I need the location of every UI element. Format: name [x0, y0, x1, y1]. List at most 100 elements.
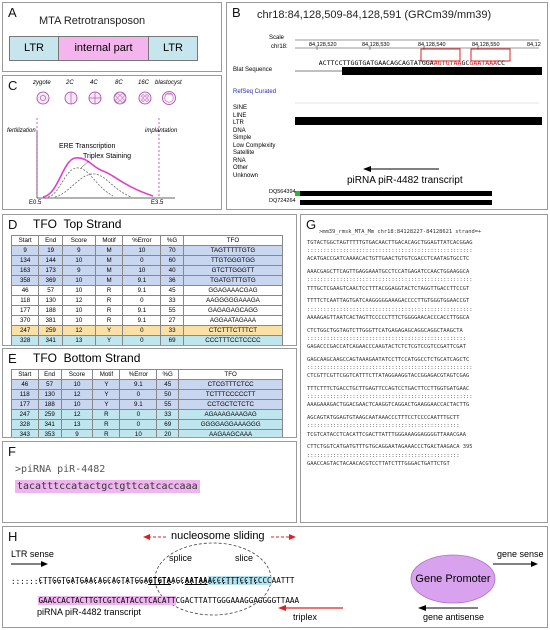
accession-1: DQ564394: [269, 189, 296, 195]
scale-label: Scale: [269, 35, 285, 41]
alignment-line: TTTCTTTCTGACCTGCTTGAGTTCCAGTCCTGACTTCCTT…: [307, 386, 470, 392]
table-cell: 130: [37, 389, 62, 400]
table-cell: M: [94, 275, 124, 286]
box-agtgtaa: [420, 48, 461, 62]
table-cell: 33: [156, 409, 180, 420]
table-cell: 55: [160, 305, 184, 316]
col-start: Start: [11, 369, 39, 380]
table-row: 177 188 10 Y 9.1 55 CCTGCTCTCTC: [11, 399, 283, 410]
table-cell: 0: [122, 335, 162, 345]
table-row: 46 57 10 Y 9.1 45 CTCGTTTCTCC: [11, 379, 283, 390]
repeat-simple: Simple: [233, 135, 252, 141]
panel-g-label: G: [306, 217, 317, 232]
table-cell: 188: [38, 305, 64, 316]
top-seq-splice: GTGTA: [148, 576, 172, 585]
table-cell: 0: [119, 389, 158, 400]
panel-e-title: TFO Bottom Strand: [33, 351, 141, 365]
table-row: 134 144 10 M 0 60 TTGTGGGTGG: [10, 255, 284, 266]
fertilization-label: fertilization: [7, 128, 36, 134]
gene-promoter-ellipse: [410, 554, 496, 604]
ere-label: ERE Transcription: [59, 143, 116, 150]
table-cell: CCCTTTCCTCCCC: [182, 335, 284, 345]
table-cell: 10: [60, 399, 94, 410]
table-cell: 57: [37, 379, 62, 390]
table-cell: 70: [160, 245, 184, 256]
table-cell: 328: [10, 335, 40, 345]
table-cell: GGGGAGGAAAGGG: [178, 419, 283, 430]
table-cell: 259: [38, 325, 64, 336]
table-cell: M: [94, 265, 124, 276]
coord-2: 84,128,530: [362, 42, 390, 48]
table-cell: R: [92, 419, 121, 430]
alignment-line: GAGACCCGACCATCAGAACCCAAGTACTCTCTCGTCCGTC…: [307, 344, 467, 350]
table-cell: 173: [38, 265, 64, 276]
top-seq-a: CTTGGTGATGAACAGCAGTATGGA: [38, 576, 149, 585]
table-cell: 13: [60, 419, 94, 430]
table-cell: 10: [122, 265, 162, 276]
e05-label: E0.5: [29, 200, 42, 206]
transcript-label: piRNA piR-4482 transcript: [347, 175, 463, 186]
ltr-left-label: LTR: [24, 42, 44, 54]
coord-1: 84,128,520: [309, 42, 337, 48]
stage-blastocyst: blastocyst: [155, 80, 182, 86]
table-cell: R: [92, 409, 121, 420]
alignment-line: CTCGTTCGTTCGGTCATTTCTTATAGGAAGGTACCGGAGA…: [307, 373, 470, 380]
table-cell: 369: [38, 275, 64, 286]
implantation-label: implantation: [145, 128, 178, 134]
ltr-repeat-bar: [295, 117, 542, 125]
gene-sense-label: gene sense: [497, 549, 544, 559]
table-cell: 10: [62, 315, 96, 326]
table-cell: AGGAATAGAAA: [182, 315, 284, 326]
table-cell: 9.1: [122, 315, 162, 326]
e35-label: E3.5: [151, 200, 164, 206]
alignment-line: TTTGCTCGAAGTCAACTCCTTTACGGAGGTACTCTAGGTT…: [307, 285, 470, 292]
refseq-label: RefSeq Curated: [233, 89, 277, 95]
panel-g: G >mm39_rmsk_MTA_Mm chr18:84128227-84128…: [300, 214, 548, 523]
table-cell: M: [94, 245, 124, 256]
panel-e: E TFO Bottom Strand Start End Score Moti…: [2, 348, 297, 438]
table-cell: GAGAGAGCAGG: [182, 305, 284, 316]
repeat-dna: DNA: [233, 127, 246, 134]
table-row: 46 57 10 R 9.1 45 GGAGAAACGAG: [10, 285, 284, 296]
table-cell: TAGTTTTTGTG: [182, 245, 284, 256]
alignment-line: AGCAGTATGGAGTGTAAGCAATAAACCCTTTCCTCCCCAA…: [307, 415, 460, 422]
table-cell: 33: [160, 325, 184, 336]
ltr-right-label: LTR: [163, 42, 183, 54]
alignment-line: ::::::::::::::::::::::::::::::::::::::::…: [307, 452, 460, 459]
table-cell: 9: [62, 265, 96, 276]
table-row: 177 188 10 R 9.1 55 GAGAGAGCAGG: [10, 305, 284, 316]
table-cell: 20: [161, 346, 184, 347]
table-cell: 353: [37, 429, 62, 437]
table-cell: 10: [123, 346, 161, 347]
table-cell: 0: [119, 419, 158, 430]
table-cell: 341: [37, 419, 62, 430]
table-cell: 9: [10, 245, 40, 256]
panel-f: F >piRNA piR-4482 tacatttccatactgctgttca…: [2, 441, 297, 523]
table-cell: 0: [122, 295, 162, 306]
table-cell: 45: [160, 285, 184, 296]
genome-browser-view: [295, 39, 542, 205]
table-cell: 10: [119, 429, 158, 437]
col-score: Score: [60, 369, 94, 380]
table-cell: AAGGGGGAAAGA: [182, 295, 284, 306]
blat-label: Blat Sequence: [233, 67, 273, 73]
table-cell: 46: [10, 285, 40, 296]
zygote-icon: [36, 91, 50, 105]
table-cell: 341: [38, 335, 64, 345]
alignment-line: CTCTGGCTGGTAGTCTTGGGTTCATGAGAGAGCAGGCAGG…: [307, 327, 463, 334]
table-cell: 27: [160, 315, 184, 326]
table-cell: 343: [12, 346, 39, 347]
four-cell-icon: [88, 91, 102, 105]
table-cell: 57: [38, 285, 64, 296]
table-cell: 370: [10, 315, 40, 326]
panel-c-label: C: [8, 78, 18, 93]
table-row: 328 341 13 Y 0 69 CCCTTTCCTCCCC: [10, 335, 284, 345]
table-cell: 45: [156, 379, 180, 390]
table-cell: 381: [38, 315, 64, 326]
table-cell: GGAGAAACGAG: [182, 285, 284, 296]
gene-antisense-arrowhead: [418, 605, 426, 611]
repeat-sine: SINE: [233, 105, 248, 111]
stage-16c: 16C: [138, 80, 150, 86]
panel-b-title: chr18:84,128,509-84,128,591 (GRCm39/mm39…: [257, 9, 492, 21]
